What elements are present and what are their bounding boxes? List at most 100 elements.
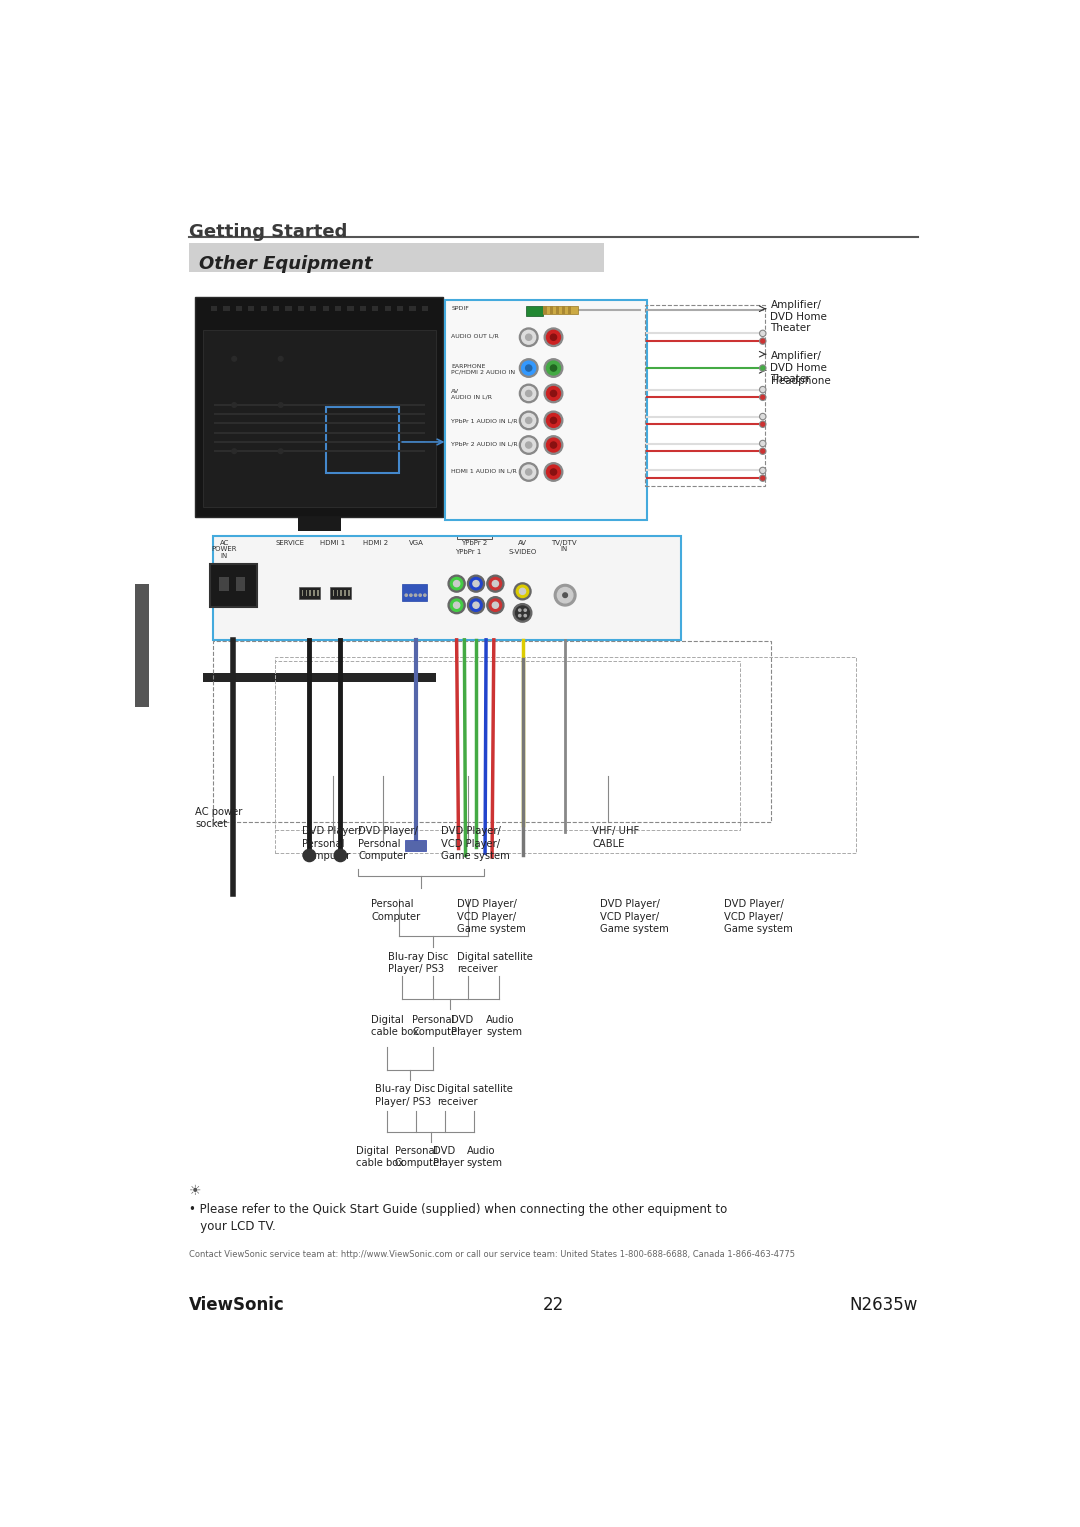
Text: AC power
socket: AC power socket [195,806,243,829]
Circle shape [519,385,538,403]
Bar [310,307,316,312]
Circle shape [519,359,538,377]
Circle shape [546,466,561,479]
Text: your LCD TV.: your LCD TV. [189,1220,276,1234]
Text: ☀: ☀ [189,1185,202,1199]
Circle shape [470,577,482,589]
Text: • Please refer to the Quick Start Guide (supplied) when connecting the other equ: • Please refer to the Quick Start Guide … [189,1203,728,1217]
Text: DVD Player/
Personal
Computer: DVD Player/ Personal Computer [301,826,362,861]
Text: Digital satellite
receiver: Digital satellite receiver [437,1084,513,1107]
Circle shape [519,328,538,347]
Text: SPDIF: SPDIF [451,307,469,312]
Bar [333,589,334,596]
Bar [556,307,559,315]
Bar [323,307,328,312]
Text: 22: 22 [543,1296,564,1313]
Circle shape [492,602,499,608]
Circle shape [557,588,572,603]
Circle shape [760,415,765,418]
Circle shape [489,577,501,589]
Circle shape [450,599,463,611]
Circle shape [522,330,536,344]
Circle shape [468,597,485,614]
Circle shape [492,580,499,586]
Text: Personal
Computer: Personal Computer [372,899,420,922]
Bar [329,586,351,599]
Text: DVD Player/
VCD Player/
Game system: DVD Player/ VCD Player/ Game system [441,826,510,861]
Circle shape [487,597,504,614]
Text: Audio
system: Audio system [486,1015,522,1037]
Text: Digital
cable box: Digital cable box [356,1145,404,1168]
Bar [409,307,416,312]
Circle shape [563,592,567,597]
Circle shape [518,609,521,611]
Text: Amplifier/
DVD Home
Theater: Amplifier/ DVD Home Theater [770,351,827,385]
Circle shape [522,360,536,376]
Circle shape [303,849,315,861]
Circle shape [760,469,765,472]
Bar [211,565,257,606]
Bar [213,536,681,640]
Text: YPbPr 2 AUDIO IN L/R: YPbPr 2 AUDIO IN L/R [451,441,517,446]
Circle shape [759,421,766,428]
Text: Blu-ray Disc
Player/ PS3: Blu-ray Disc Player/ PS3 [389,951,449,974]
Circle shape [760,395,765,399]
Bar [313,589,314,596]
Circle shape [759,386,766,392]
Circle shape [516,585,529,597]
Circle shape [448,597,465,614]
Bar [645,305,765,486]
Text: DVD
Player: DVD Player [433,1145,464,1168]
Circle shape [760,331,765,336]
Circle shape [454,602,460,608]
Circle shape [473,580,480,586]
Text: ENGLISH: ENGLISH [137,707,147,751]
Bar [326,408,400,473]
Bar [298,307,303,312]
Circle shape [448,576,465,592]
Circle shape [232,449,237,454]
Text: Personal
Computer: Personal Computer [394,1145,444,1168]
Circle shape [551,417,556,423]
Text: HDMI 2: HDMI 2 [363,539,388,545]
Circle shape [518,614,521,617]
Circle shape [522,438,536,452]
Circle shape [232,356,237,360]
Circle shape [544,435,563,454]
Bar [384,307,391,312]
Circle shape [544,385,563,403]
Bar [340,589,342,596]
Bar [422,307,428,312]
Text: Headphone: Headphone [770,376,831,386]
Text: AUDIO OUT L/R: AUDIO OUT L/R [451,333,499,339]
Circle shape [551,391,556,397]
Circle shape [454,580,460,586]
Circle shape [405,594,407,597]
Text: Amplifier/
DVD Home
Theater: Amplifier/ DVD Home Theater [770,301,827,333]
Bar [203,330,435,507]
Bar [298,516,341,530]
Bar [298,586,321,599]
Bar [260,307,267,312]
Text: AV
AUDIO IN L/R: AV AUDIO IN L/R [451,389,492,400]
Text: EARPHONE
PC/HDMI 2 AUDIO IN: EARPHONE PC/HDMI 2 AUDIO IN [451,365,515,374]
Text: S-VIDEO: S-VIDEO [509,550,537,554]
Bar [445,301,647,519]
Text: VHF/ UHF
CABLE: VHF/ UHF CABLE [592,826,639,849]
Bar [248,307,255,312]
Circle shape [526,441,531,447]
Circle shape [546,386,561,400]
Circle shape [760,366,765,370]
Bar [403,585,428,602]
Circle shape [522,414,536,428]
Circle shape [279,449,283,454]
Text: AC
POWER
IN: AC POWER IN [212,539,237,559]
Text: Other Equipment: Other Equipment [199,255,373,273]
Bar [189,243,604,272]
Bar [219,577,229,591]
Text: Audio
system: Audio system [467,1145,502,1168]
Circle shape [760,476,765,479]
Circle shape [519,435,538,454]
Circle shape [759,475,766,481]
Text: TV/DTV
IN: TV/DTV IN [551,539,577,553]
